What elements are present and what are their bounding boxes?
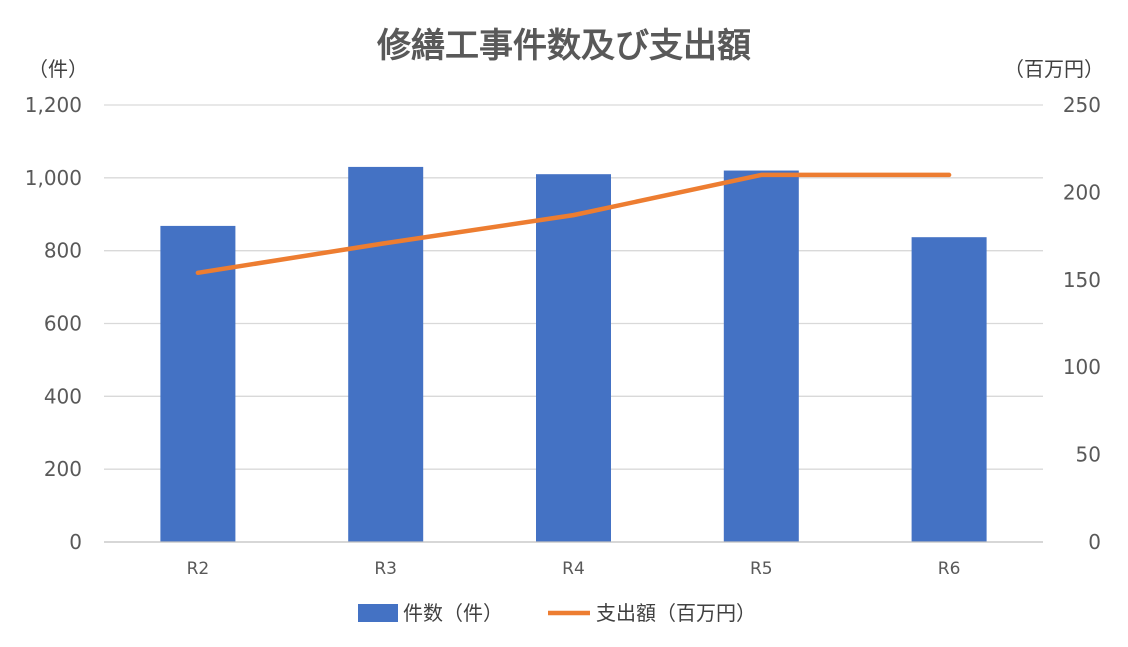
- bar: [911, 237, 987, 542]
- category-label: R4: [562, 559, 585, 579]
- legend-bar-swatch: [358, 604, 398, 622]
- right-tick-label: 50: [1076, 443, 1101, 467]
- bar: [348, 166, 424, 543]
- left-tick-label: 600: [44, 312, 82, 336]
- bar: [536, 174, 611, 543]
- category-labels: R2 R3 R4 R5 R6: [187, 559, 961, 579]
- left-tick-label: 0: [69, 530, 82, 554]
- bar: [723, 170, 799, 543]
- right-tick-label: 150: [1063, 268, 1101, 292]
- left-tick-label: 1,000: [25, 166, 82, 190]
- left-tick-label: 1,200: [25, 93, 82, 117]
- bar: [160, 225, 236, 543]
- right-tick-label: 0: [1088, 530, 1101, 554]
- chart-title: 修繕工事件数及び支出額: [376, 26, 751, 66]
- right-tick-label: 250: [1063, 93, 1101, 117]
- legend: 件数（件） 支出額（百万円）: [358, 601, 756, 625]
- left-tick-label: 200: [44, 457, 82, 481]
- legend-line-label: 支出額（百万円）: [596, 601, 756, 625]
- bar-series: [160, 166, 987, 543]
- category-label: R6: [938, 559, 961, 579]
- category-label: R3: [374, 559, 397, 579]
- category-label: R5: [750, 559, 773, 579]
- right-tick-label: 100: [1063, 355, 1101, 379]
- right-axis-unit: （百万円）: [1004, 57, 1104, 81]
- left-tick-label: 800: [44, 239, 82, 263]
- left-axis-ticks: 0 200 400 600 800 1,000 1,200: [25, 93, 82, 554]
- left-axis-unit: （件）: [28, 57, 88, 81]
- category-label: R2: [187, 559, 210, 579]
- line-series: [195, 172, 952, 276]
- right-axis-ticks: 0 50 100 150 200 250: [1063, 93, 1101, 554]
- right-tick-label: 200: [1063, 180, 1101, 204]
- legend-bar-label: 件数（件）: [403, 601, 503, 625]
- expenditure-line: [195, 172, 952, 276]
- left-tick-label: 400: [44, 384, 82, 408]
